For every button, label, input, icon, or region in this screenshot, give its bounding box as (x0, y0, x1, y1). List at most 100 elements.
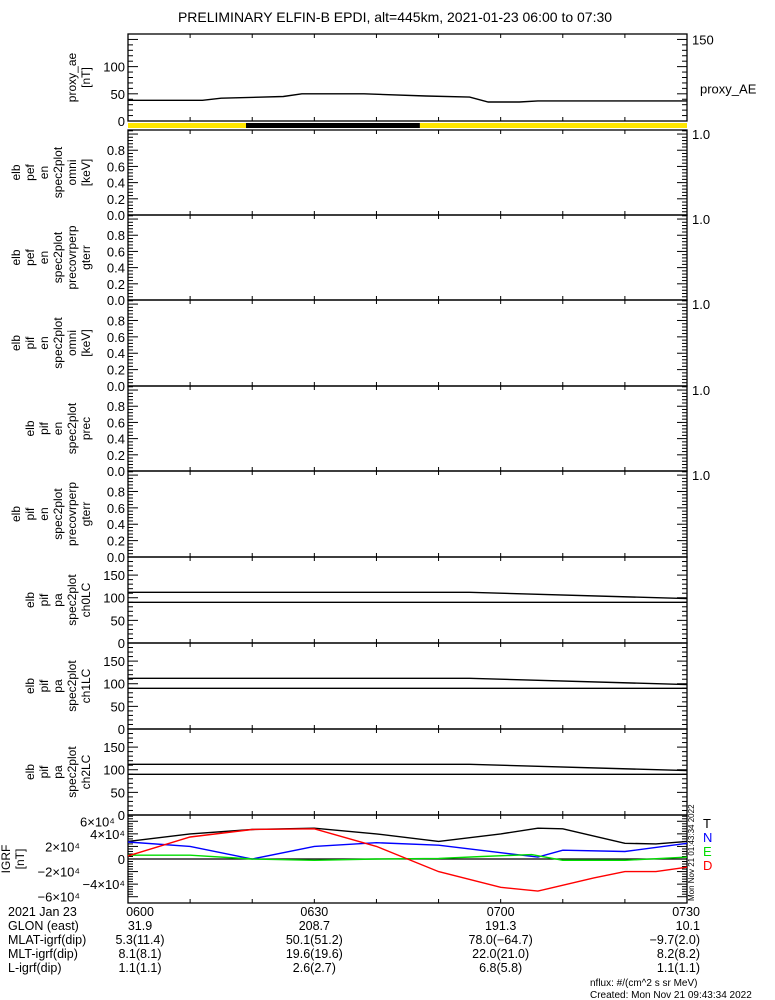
y-axis-label-line: spec2plot (65, 746, 79, 798)
y-axis-label-line: gterr (79, 502, 93, 527)
y-axis-label-line: elb (9, 164, 23, 180)
y-tick-label: 0.2 (107, 192, 125, 207)
y-tick-label: 0.2 (107, 534, 125, 549)
bar-segment (419, 123, 687, 128)
y-tick-label: 0.0 (107, 208, 125, 223)
y-tick-label: 150 (103, 654, 125, 669)
info-cell: 0700 (487, 905, 515, 919)
units-note: nflux: #/(cm^2 s sr MeV) (590, 978, 698, 989)
y-tick-label: 1.0 (692, 127, 710, 142)
panel-elb_pef_en_omni: 0.00.20.4 0.60.8 1.0 elb pef en spec2plot omni[… (9, 127, 710, 223)
y-axis-label-line: pa (51, 593, 65, 607)
info-cell: 191.3 (485, 919, 516, 933)
info-cell: 0600 (126, 905, 154, 919)
y-axis-label-line: en (37, 251, 51, 264)
panel-proxy_ae: 0 50 100 150 proxy_ae [nT] proxy_AE (65, 32, 757, 129)
y-axis-label-line: en (37, 336, 51, 349)
y-tick-label: 0.4 (107, 346, 125, 361)
series-line-N (127, 841, 688, 860)
bar-segment (246, 123, 420, 128)
y-tick-label: 0.0 (107, 293, 125, 308)
panel-frame (127, 556, 688, 644)
y-tick-label: 0 (118, 808, 125, 823)
y-tick-label: 0.2 (107, 277, 125, 292)
legend-D: D (703, 858, 712, 873)
y-tick-label: 0.6 (107, 415, 125, 430)
y-axis-label-line: prec (79, 417, 93, 440)
y-tick-label: −6×10⁴ (38, 890, 80, 905)
panel-elb_pif_en_prec: 0.00.20.4 0.60.8 1.0 elb pif en spec2plot prec (23, 383, 710, 479)
legend-T: T (703, 816, 711, 831)
y-tick-label: 100 (103, 591, 125, 606)
panel-frame (127, 33, 688, 122)
info-cell: 1.1(1.1) (118, 961, 161, 975)
y-axis-label-line: spec2plot (51, 488, 65, 540)
y-axis-label-line: ch0LC (79, 582, 93, 617)
y-tick-label: 0.0 (107, 550, 125, 565)
bar-segment (128, 123, 247, 128)
y-tick-label: 0.8 (107, 143, 125, 158)
info-cell: 50.1(51.2) (286, 933, 343, 947)
y-tick-label: 100 (103, 677, 125, 692)
y-tick-label: 0.8 (107, 313, 125, 328)
y-tick-label: 0.4 (107, 176, 125, 191)
series-line-T (127, 827, 688, 845)
panel-frame (127, 299, 688, 387)
legend-E: E (703, 844, 712, 859)
y-axis-label-line: [nT] (79, 67, 93, 88)
panel-frame (127, 642, 688, 730)
y-tick-label: 50 (111, 87, 125, 102)
y-tick-label: 150 (692, 32, 714, 47)
y-axis-label-line: proxy_ae (65, 52, 79, 102)
series-line-E (128, 853, 688, 862)
panel-elb_pif_pa_ch2LC: 0 50 100 150 elb pif pa spec2plot ch2LC (23, 728, 688, 823)
y-tick-label: 1.0 (692, 468, 710, 483)
y-tick-label: 0.8 (107, 484, 125, 499)
panel-elb_pif_en_omni: 0.00.2 0.40.6 0.8 1.0 elb pif en spec2plot omni[… (9, 297, 710, 394)
y-axis-label-line: elb (23, 678, 37, 694)
y-tick-label: 50 (111, 699, 125, 714)
y-tick-label: 1.0 (692, 297, 710, 312)
y-axis-label-line: pif (37, 422, 51, 435)
y-axis-label-line: elb (23, 420, 37, 436)
y-tick-label: −2×10⁴ (38, 865, 80, 880)
series-line-D (127, 828, 688, 892)
y-tick-label: 0.6 (107, 159, 125, 174)
y-tick-label: 0.6 (107, 501, 125, 516)
y-axis-label-line: [keV] (79, 329, 93, 356)
y-axis-label-line: pif (37, 765, 51, 778)
y-axis-label-line: ch2LC (79, 754, 93, 789)
y-tick-label: 1.0 (692, 212, 710, 227)
info-row-label: MLAT-igrf(dip) (8, 933, 86, 947)
y-axis-label-line: spec2plot (65, 660, 79, 712)
y-axis-label-line: spec2plot (51, 317, 65, 369)
created-timestamp: Created: Mon Nov 21 09:43:34 2022 (590, 990, 752, 1000)
y-tick-label: 0 (118, 114, 125, 129)
y-tick-label: 4×10⁴ (90, 827, 125, 842)
series-line-loss-cone (128, 763, 688, 772)
y-axis-label-line: pa (51, 679, 65, 693)
info-cell: 0630 (300, 905, 328, 919)
y-axis-label-line: omni (65, 330, 79, 356)
panel-elb_pef_en_precovrperp: 0.00.20.4 0.60.8 1.0 elb pef en spec2plot preco… (9, 212, 710, 308)
plot-title: PRELIMINARY ELFIN-B EPDI, alt=445km, 202… (178, 9, 612, 25)
y-tick-label: −4×10⁴ (83, 877, 125, 892)
info-cell: 0730 (672, 905, 700, 919)
y-axis-label-line: gterr (79, 245, 93, 270)
y-tick-label: 100 (103, 60, 125, 75)
y-axis-label-line: pif (23, 507, 37, 520)
y-axis-label-line: pif (23, 336, 37, 349)
y-tick-label: 0 (118, 722, 125, 737)
series-line-loss-cone (128, 677, 688, 686)
plot-timestamp: Mon Nov 21 01:43:34 2022 (687, 804, 696, 901)
info-row-label: GLON (east) (8, 919, 79, 933)
info-cell: 8.2(8.2) (657, 947, 700, 961)
y-tick-label: 0.4 (107, 261, 125, 276)
info-cell: 10.1 (676, 919, 700, 933)
y-tick-label: 0.4 (107, 432, 125, 447)
y-tick-label: 100 (103, 763, 125, 778)
y-tick-label: 0.0 (107, 464, 125, 479)
y-axis-label-line: elb (9, 249, 23, 265)
info-cell: 22.0(21.0) (472, 947, 529, 961)
